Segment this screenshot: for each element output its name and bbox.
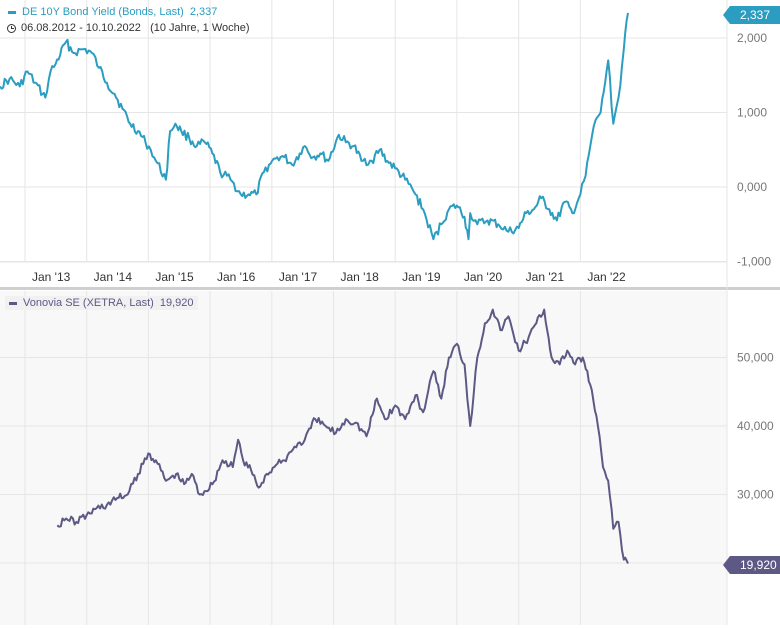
bottom-last-price-text: 19,920 [740, 558, 777, 572]
top-y-tick-label: 0,000 [737, 180, 767, 194]
vonovia-series-line[interactable] [56, 308, 629, 564]
bottom-grid [0, 291, 727, 625]
x-tick-label: Jan '14 [94, 270, 133, 284]
bottom-y-tick-label: 30,000 [737, 488, 774, 502]
top-last-price-text: 2,337 [740, 8, 771, 22]
bottom-last-price-tag: 19,920 [723, 556, 780, 574]
top-y-axis-labels: 2,000 1,000 0,000 -1,000 [737, 31, 771, 269]
top-last-price-tag: 2,337 [723, 6, 780, 24]
period-range: 06.08.2012 - 10.10.2022 [21, 22, 141, 34]
x-tick-label: Jan '20 [464, 270, 503, 284]
bottom-plot-background [0, 291, 727, 625]
bottom-legend: Vonovia SE (XETRA, Last) 19,920 [5, 296, 198, 310]
yield-series-line[interactable] [0, 12, 629, 241]
vonovia-legend-swatch [9, 301, 17, 305]
top-y-tick-label: 2,000 [737, 31, 767, 45]
top-legend-label: DE 10Y Bond Yield (Bonds, Last) [22, 6, 184, 18]
bottom-legend-label: Vonovia SE (XETRA, Last) [23, 297, 154, 309]
bottom-legend-value: 19,920 [159, 297, 194, 309]
bottom-y-tick-label: 50,000 [737, 351, 774, 365]
top-legend-value: 2,337 [189, 6, 218, 18]
x-tick-label: Jan '22 [587, 270, 626, 284]
period-detail: (10 Jahre, 1 Woche) [150, 22, 250, 34]
x-tick-label: Jan '17 [279, 270, 318, 284]
clock-icon[interactable] [7, 23, 16, 33]
x-tick-label: Jan '13 [32, 270, 71, 284]
x-tick-label: Jan '21 [526, 270, 565, 284]
period-line: 06.08.2012 - 10.10.2022 (10 Jahre, 1 Woc… [7, 22, 250, 34]
top-legend: DE 10Y Bond Yield (Bonds, Last) 2,337 [8, 6, 217, 18]
top-y-tick-label: -1,000 [737, 255, 771, 269]
x-tick-label: Jan '19 [402, 270, 441, 284]
yield-legend-swatch [8, 10, 16, 14]
x-tick-label: Jan '16 [217, 270, 256, 284]
top-grid [0, 0, 727, 263]
x-axis-labels: Jan '13 Jan '14 Jan '15 Jan '16 Jan '17 Jan '… [32, 270, 626, 284]
panel-divider[interactable] [0, 287, 780, 290]
top-y-tick-label: 1,000 [737, 106, 767, 120]
x-tick-label: Jan '15 [155, 270, 194, 284]
x-tick-label: Jan '18 [341, 270, 380, 284]
bottom-y-tick-label: 40,000 [737, 419, 774, 433]
bottom-y-axis-labels: 50,000 40,000 30,000 [737, 351, 774, 502]
